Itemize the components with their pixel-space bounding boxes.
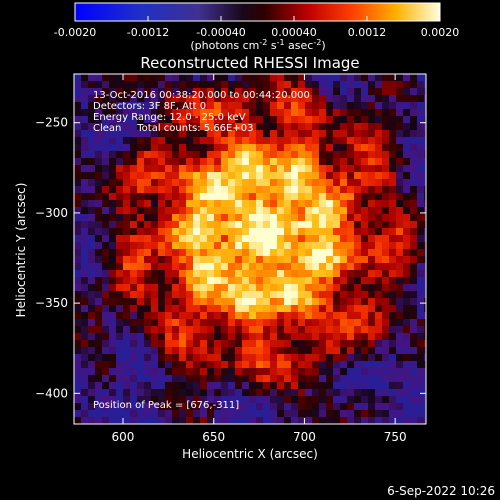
colorbar-tick-label: -0.0012 — [127, 26, 169, 39]
info-line-1: 13-Oct-2016 00:38:20.000 to 00:44:20.000 — [93, 90, 310, 101]
colorbar: -0.0020 -0.0012 -0.00040 0.00040 0.0012 0.002… — [54, 2, 459, 52]
colorbar-tick-label: 0.00040 — [271, 26, 317, 39]
x-axis-label: Heliocentric X (arcsec) — [182, 447, 318, 461]
colorbar-tick-label: -0.0020 — [54, 26, 96, 39]
info-line-4: Clean Total counts: 5.66E+03 — [93, 123, 253, 134]
axis-ticks: 600 650 700 750 −250 −300 −350 −400 — [35, 74, 426, 444]
peak-position-label: Position of Peak = [676,-311] — [93, 400, 239, 411]
colorbar-ticks: -0.0020 -0.0012 -0.00040 0.00040 0.0012 0.002… — [54, 16, 459, 39]
colorbar-unit-label: (photons cm-2 s-1 asec-2) — [190, 38, 325, 52]
x-tick-label: 600 — [112, 430, 135, 444]
y-tick-label: −250 — [35, 116, 68, 130]
plot-title: Reconstructed RHESSI Image — [140, 54, 359, 72]
colorbar-tick-label: 0.0020 — [421, 26, 460, 39]
info-line-2: Detectors: 3F 8F, Att 0 — [93, 101, 206, 112]
colorbar-tick-label: -0.00040 — [196, 26, 245, 39]
y-tick-label: −350 — [35, 296, 68, 310]
info-line-3: Energy Range: 12.0 - 25.0 keV — [93, 112, 246, 123]
timestamp: 6-Sep-2022 10:26 — [387, 484, 495, 498]
colorbar-tick-label: 0.0012 — [348, 26, 387, 39]
x-tick-label: 750 — [384, 430, 407, 444]
x-tick-label: 700 — [293, 430, 316, 444]
colorbar-gradient — [74, 2, 441, 22]
image-frame — [73, 73, 427, 425]
image-pixels — [74, 74, 426, 424]
image-panel: 600 650 700 750 −250 −300 −350 −400 13-Oct-2016… — [35, 73, 427, 444]
y-tick-label: −400 — [35, 386, 68, 400]
y-axis-label: Heliocentric Y (arcsec) — [14, 183, 28, 318]
x-tick-label: 650 — [202, 430, 225, 444]
y-tick-label: −300 — [35, 206, 68, 220]
